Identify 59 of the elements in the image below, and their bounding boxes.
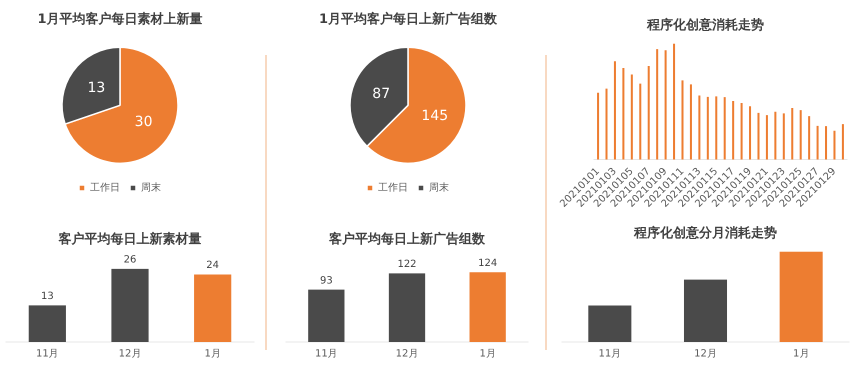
chart-title: 1月平均客户每日素材上新量	[37, 11, 203, 28]
bar	[766, 115, 768, 160]
data-label: 30	[134, 114, 152, 130]
data-label: 93	[320, 275, 333, 286]
legend-label: 工作日	[378, 182, 408, 194]
data-label: 87	[372, 86, 390, 102]
data-label: 124	[478, 258, 498, 269]
data-label: 26	[124, 254, 136, 266]
bar	[842, 124, 844, 160]
bar	[732, 100, 734, 160]
bar	[630, 74, 633, 160]
bar	[774, 112, 776, 160]
bar	[706, 96, 709, 160]
bar	[816, 126, 819, 160]
bar	[749, 106, 752, 160]
bar	[715, 96, 718, 160]
data-label: 145	[421, 108, 448, 124]
x-tick-label: 11月	[36, 348, 59, 360]
chart-title: 客户平均每日上新素材量	[58, 231, 202, 248]
bar	[622, 68, 624, 160]
bar	[664, 50, 667, 160]
chart-title: 程序化创意消耗走势	[646, 17, 764, 34]
x-tick-label: 1月	[204, 348, 221, 360]
bar	[648, 66, 650, 160]
bar	[757, 112, 760, 160]
x-tick-label: 12月	[118, 348, 142, 360]
bar	[673, 44, 676, 160]
bar	[698, 96, 700, 160]
bar	[825, 126, 828, 160]
data-label: 13	[40, 291, 54, 302]
data-label: 122	[397, 258, 417, 270]
bar	[791, 108, 794, 160]
bar	[605, 88, 608, 160]
data-label: 13	[88, 80, 106, 96]
legend-label: 周末	[429, 182, 449, 194]
legend-label: 周末	[141, 182, 161, 194]
bar	[808, 116, 810, 160]
chart-title: 客户平均每日上新广告组数	[328, 231, 486, 248]
bar	[690, 84, 692, 160]
bar	[656, 49, 658, 160]
x-tick-label: 12月	[396, 348, 418, 360]
bar	[614, 61, 616, 160]
bar	[800, 110, 802, 160]
bar	[782, 113, 785, 160]
bar	[724, 97, 726, 160]
x-tick-label: 1月	[792, 348, 810, 360]
bar	[639, 84, 642, 160]
bar	[833, 130, 836, 160]
bar	[681, 80, 684, 160]
chart-title: 1月平均客户每日上新广告组数	[318, 11, 498, 28]
bar	[597, 92, 600, 160]
x-tick-label: 1月	[479, 348, 496, 360]
data-label: 24	[206, 260, 220, 272]
x-tick-label: 11月	[314, 348, 338, 360]
x-tick-label: 12月	[694, 348, 717, 360]
bar	[740, 102, 743, 160]
x-tick-label: 11月	[598, 348, 622, 360]
chart-title: 程序化创意分月消耗走势	[633, 225, 777, 242]
legend-label: 工作日	[90, 182, 120, 194]
